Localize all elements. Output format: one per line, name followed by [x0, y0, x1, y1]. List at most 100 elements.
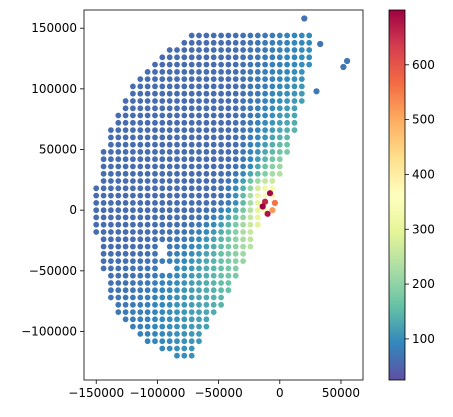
data-point: [276, 39, 283, 46]
data-point: [144, 214, 151, 221]
data-point: [174, 323, 180, 330]
data-point: [247, 170, 254, 177]
data-point: [254, 214, 261, 221]
data-point: [115, 185, 122, 192]
data-point: [137, 272, 144, 279]
data-point: [174, 236, 180, 243]
data-point: [181, 134, 188, 141]
data-point: [232, 134, 239, 141]
data-point: [254, 83, 261, 90]
data-point: [108, 287, 114, 294]
data-point: [159, 214, 166, 221]
data-point: [108, 258, 114, 264]
data-point: [159, 221, 166, 228]
data-point: [203, 163, 210, 170]
data-point: [130, 127, 136, 133]
data-point: [218, 170, 225, 177]
data-point: [254, 98, 261, 104]
data-point: [159, 309, 166, 315]
colorbar-tick-label: 200: [412, 277, 435, 291]
data-point: [130, 119, 136, 126]
data-point: [210, 185, 217, 192]
data-point: [115, 156, 122, 163]
data-point: [137, 301, 144, 308]
data-point: [152, 236, 158, 243]
data-point: [225, 119, 232, 126]
data-point: [188, 112, 195, 119]
data-point: [152, 316, 158, 323]
data-point: [115, 112, 122, 119]
data-point: [130, 323, 136, 330]
data-point: [247, 134, 254, 141]
data-point: [269, 141, 276, 148]
data-point: [159, 294, 166, 301]
data-point: [291, 119, 298, 126]
data-point: [262, 105, 268, 112]
data-point: [174, 54, 180, 61]
data-point: [174, 156, 180, 163]
data-point: [108, 294, 114, 301]
data-point: [174, 287, 180, 294]
data-point: [196, 272, 202, 279]
data-point: [152, 76, 158, 82]
data-point: [152, 61, 158, 68]
data-point: [130, 149, 136, 155]
data-point: [225, 236, 232, 243]
data-point: [188, 323, 195, 330]
data-point: [276, 83, 283, 90]
data-point: [130, 192, 136, 199]
data-point: [174, 301, 180, 308]
data-point: [115, 280, 122, 286]
data-points: [93, 15, 351, 359]
data-point: [269, 170, 276, 177]
data-point: [108, 170, 114, 177]
data-point: [144, 156, 151, 163]
data-point: [152, 98, 158, 104]
data-point: [159, 83, 166, 90]
data-point: [181, 214, 188, 221]
data-point: [181, 280, 188, 286]
data-point: [166, 258, 173, 264]
data-point: [232, 236, 239, 243]
data-point: [269, 149, 276, 155]
data-point: [188, 221, 195, 228]
data-point: [122, 134, 129, 141]
data-point: [225, 265, 232, 272]
data-point: [159, 200, 166, 206]
data-point: [291, 127, 298, 133]
data-point: [240, 98, 247, 104]
data-point: [174, 207, 180, 214]
data-point: [262, 69, 268, 75]
data-point: [188, 76, 195, 82]
data-point: [152, 156, 158, 163]
data-point: [225, 83, 232, 90]
data-point: [196, 280, 202, 286]
data-point: [218, 243, 225, 250]
data-point: [291, 98, 298, 104]
data-point: [196, 98, 202, 104]
data-point: [93, 200, 100, 206]
data-point: [188, 105, 195, 112]
data-point: [298, 54, 305, 61]
data-point: [210, 156, 217, 163]
data-point: [306, 61, 313, 68]
data-point: [218, 134, 225, 141]
data-point: [137, 214, 144, 221]
data-point: [181, 331, 188, 337]
data-point: [247, 229, 254, 235]
data-point: [152, 323, 158, 330]
data-point: [210, 207, 217, 214]
data-point: [130, 287, 136, 294]
data-point: [276, 54, 283, 61]
data-point: [218, 112, 225, 119]
data-point: [174, 105, 180, 112]
data-point: [254, 149, 261, 155]
data-point: [203, 214, 210, 221]
data-point: [196, 250, 202, 257]
data-point: [218, 214, 225, 221]
data-point: [225, 149, 232, 155]
data-point: [225, 156, 232, 163]
data-point: [196, 149, 202, 155]
data-point: [174, 98, 180, 104]
data-point: [196, 90, 202, 97]
